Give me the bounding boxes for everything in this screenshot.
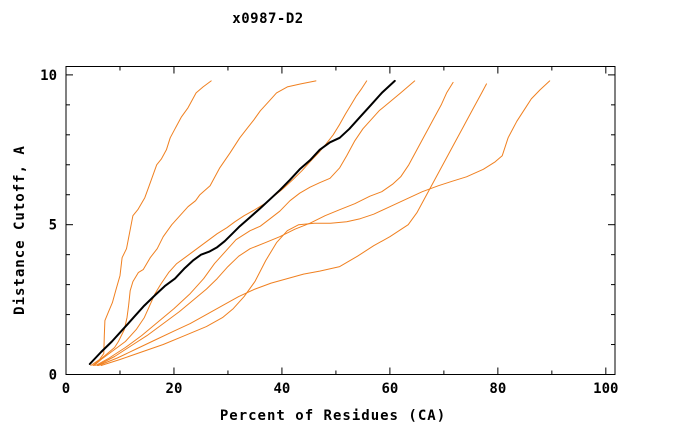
curve-orange-curve-6: [97, 83, 487, 366]
y-tick-label: 5: [49, 218, 57, 234]
x-tick-label: 100: [593, 381, 618, 397]
curve-orange-curve-2: [92, 80, 317, 366]
x-tick-label: 20: [166, 381, 183, 397]
curve-orange-curve-1: [90, 80, 212, 366]
y-axis-label: Distance Cutoff, A: [12, 145, 28, 315]
x-tick-label: 60: [381, 381, 398, 397]
y-tick-label: 0: [49, 368, 57, 384]
y-tick-label: 10: [40, 68, 57, 84]
x-tick-label: 80: [489, 381, 506, 397]
curve-orange-curve-3: [93, 80, 368, 366]
plot-title: x0987-D2: [232, 11, 303, 27]
plot-border: [65, 66, 616, 375]
axes: 0 20 40 60 80 100 0 5 10: [40, 66, 618, 397]
x-axis-label: Percent of Residues (CA): [220, 408, 446, 424]
x-tick-label: 0: [62, 381, 70, 397]
curve-orange-curve-4: [95, 80, 416, 366]
curves: [88, 79, 551, 366]
curve-orange-curve-5: [96, 81, 454, 366]
curve-black-curve: [88, 79, 396, 365]
curve-orange-curve-7: [100, 80, 551, 366]
x-tick-label: 40: [273, 381, 290, 397]
